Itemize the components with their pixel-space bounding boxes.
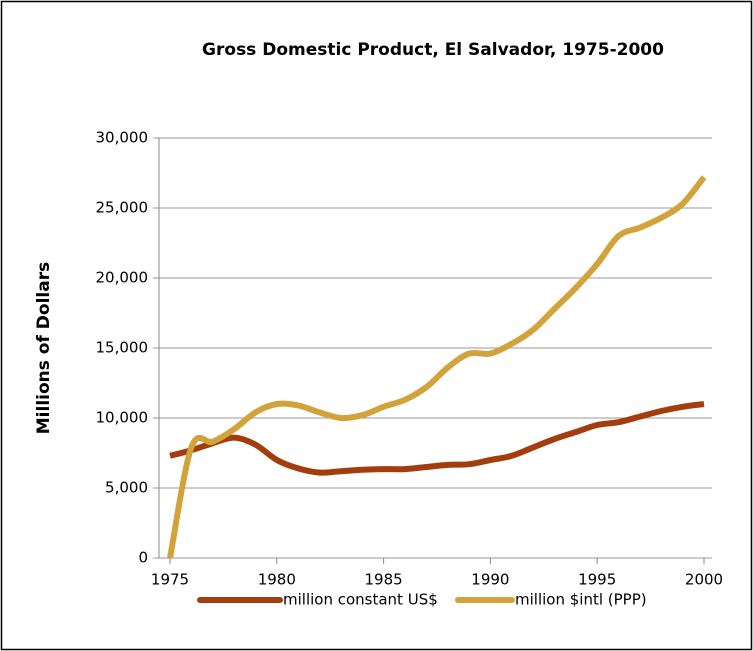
y-tick-label: 10,000 xyxy=(96,409,149,427)
y-tick-label: 25,000 xyxy=(96,199,149,217)
y-tick-label: 30,000 xyxy=(96,129,149,147)
x-tick-label: 1990 xyxy=(471,571,509,589)
y-tick-label: 5,000 xyxy=(105,479,148,497)
chart-title: Gross Domestic Product, El Salvador, 197… xyxy=(202,40,664,60)
legend-label: million $intl (PPP) xyxy=(515,591,647,609)
y-tick-label: 0 xyxy=(138,549,148,567)
y-axis-label: Millions of Dollars xyxy=(34,262,54,434)
legend-label: million constant US$ xyxy=(283,591,438,609)
series-line xyxy=(167,175,707,559)
series-line xyxy=(169,401,705,476)
y-tick-label: 20,000 xyxy=(96,269,149,287)
x-tick-label: 1975 xyxy=(151,571,189,589)
x-tick-label: 1985 xyxy=(365,571,403,589)
y-tick-label: 15,000 xyxy=(96,339,149,357)
x-tick-label: 1980 xyxy=(258,571,296,589)
x-tick-label: 1995 xyxy=(578,571,616,589)
x-tick-label: 2000 xyxy=(685,571,723,589)
